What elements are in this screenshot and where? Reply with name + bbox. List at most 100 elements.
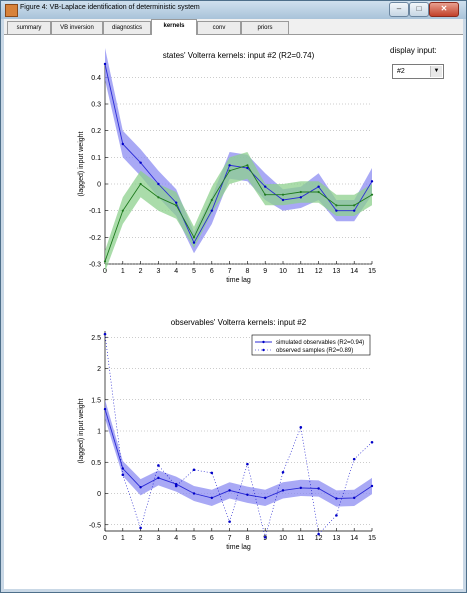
x-tick-label: 6 [210, 268, 214, 275]
series-1-point [263, 535, 267, 539]
series-0-point [121, 142, 125, 146]
x-tick-label: 9 [263, 268, 267, 275]
x-tick-label: 15 [368, 268, 376, 275]
series-1-point [192, 236, 196, 239]
legend-entry: simulated observables (R2=0.94) [276, 340, 364, 346]
series-1-point [317, 532, 320, 536]
series-1-point [103, 260, 107, 263]
series-1-point [174, 484, 178, 488]
legend-marker [262, 340, 265, 344]
y-tick-label: 0.4 [91, 75, 101, 82]
series-0-point [264, 496, 267, 500]
y-tick-label: 0 [97, 491, 101, 498]
series-0-confidence-band [105, 399, 372, 507]
tab-vb-inversion[interactable]: VB inversion [51, 21, 103, 34]
legend-entry: observed samples (R2=0.89) [276, 348, 353, 354]
x-tick-label: 6 [210, 535, 214, 542]
legend-marker [262, 348, 265, 352]
series-0-point [103, 62, 107, 66]
x-tick-label: 3 [156, 268, 160, 275]
y-tick-label: -0.1 [89, 208, 101, 215]
y-axis-label: (lagged) input weight [78, 131, 85, 196]
y-tick-label: 0.5 [91, 460, 101, 467]
chevron-down-icon[interactable]: ▼ [430, 66, 442, 77]
observables-kernel-chart: 2.521.510.50-0.50123456789101112131415ob… [78, 318, 376, 551]
series-1-point [335, 204, 338, 207]
y-tick-label: 2 [97, 366, 101, 373]
x-tick-label: 10 [279, 535, 287, 542]
x-tick-label: 12 [315, 535, 323, 542]
y-tick-label: 0.3 [91, 102, 101, 109]
series-1-point [210, 471, 214, 475]
series-1-point [353, 204, 356, 207]
window-title: Figure 4: VB-Laplace identification of d… [20, 4, 200, 11]
x-tick-label: 8 [245, 268, 249, 275]
series-0-point [192, 492, 196, 495]
x-tick-label: 8 [245, 535, 249, 542]
x-tick-label: 13 [333, 535, 341, 542]
tab-summary[interactable]: summary [7, 21, 51, 34]
series-0-point [157, 476, 160, 480]
y-tick-label: -0.2 [89, 235, 101, 242]
close-button[interactable]: ✕ [429, 2, 459, 17]
series-0-point [246, 493, 249, 496]
x-tick-label: 11 [297, 268, 304, 275]
x-tick-label: 7 [228, 535, 232, 542]
series-1-point [299, 190, 302, 194]
series-0-point [175, 201, 178, 204]
maximize-button[interactable]: □ [409, 2, 429, 17]
tab-priors[interactable]: priors [241, 21, 289, 34]
tab-diagnostics[interactable]: diagnostics [103, 21, 151, 34]
series-1-point [157, 196, 160, 199]
states-kernel-chart: 0.40.30.20.10-0.1-0.2-0.30 1 2 3 4 5 6 7 8 9 10 11 1… [78, 48, 376, 284]
series-1-point [210, 198, 213, 202]
series-1-point [370, 440, 374, 444]
tab-bar: summary VB inversion diagnostics kernels… [4, 19, 463, 35]
x-axis-label: time lag [226, 277, 251, 284]
series-1-point [264, 193, 267, 196]
x-tick-label: 12 [315, 268, 323, 275]
series-0-point [370, 180, 374, 183]
series-0-point [175, 482, 178, 486]
series-0-point [157, 182, 160, 186]
series-0-point [281, 198, 285, 202]
display-input-label: display input: [390, 46, 437, 55]
x-tick-label: 5 [192, 535, 196, 542]
series-1-line [104, 334, 373, 539]
y-tick-label: 0.1 [91, 155, 101, 162]
display-input-select[interactable]: #2 ▼ [392, 64, 444, 79]
series-1-point [121, 473, 125, 477]
x-tick-label: 15 [368, 535, 376, 542]
x-axis-label: time lag [226, 544, 251, 551]
series-0-point [335, 497, 338, 500]
series-1-point [175, 204, 178, 207]
series-0-point [335, 209, 338, 212]
series-1-point [370, 193, 374, 196]
minimize-button[interactable]: – [389, 2, 409, 17]
series-1-point [139, 182, 142, 186]
series-0-point [228, 164, 231, 167]
series-0-point [317, 185, 320, 188]
series-0-point [317, 487, 320, 490]
series-1-point [317, 190, 320, 194]
series-0-point [370, 484, 374, 488]
x-tick-label: 0 [103, 535, 107, 542]
y-tick-label: -0.5 [89, 522, 101, 529]
series-0-point [228, 489, 231, 492]
series-1-point [157, 464, 160, 467]
series-1-point [352, 457, 356, 461]
chart-title: states' Volterra kernels: input #2 (R2=0… [163, 51, 315, 60]
series-1-line [104, 164, 373, 262]
series-0-point [192, 241, 196, 244]
x-tick-label: 13 [333, 268, 341, 275]
series-0-point [299, 486, 302, 490]
tab-kernels[interactable]: kernels [151, 19, 197, 35]
tab-conv[interactable]: conv [197, 21, 241, 34]
series-0-point [210, 496, 213, 500]
title-bar[interactable]: Figure 4: VB-Laplace identification of d… [1, 1, 466, 19]
series-1-point [281, 193, 285, 196]
series-1-point [103, 332, 107, 336]
x-tick-label: 10 [279, 268, 287, 275]
series-0-point [264, 185, 267, 188]
y-tick-label: 0.2 [91, 128, 101, 135]
